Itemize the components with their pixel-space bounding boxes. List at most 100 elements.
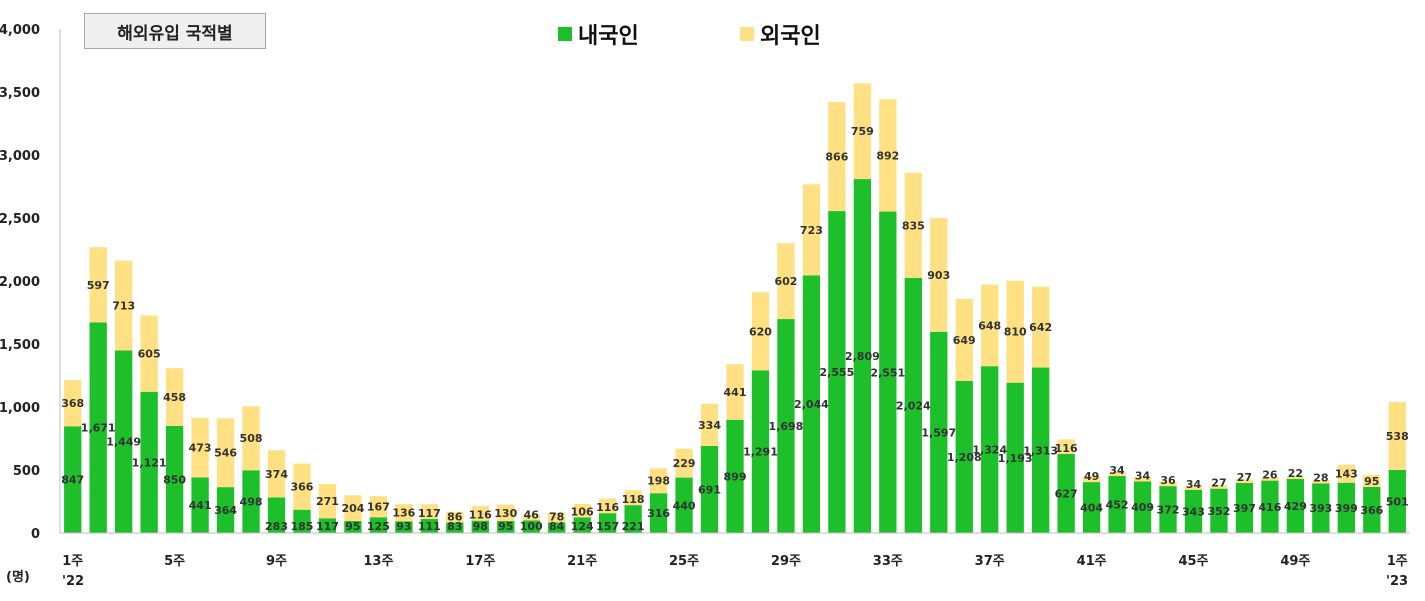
bar-domestic	[1032, 367, 1050, 533]
bar-domestic	[1312, 483, 1330, 533]
data-label-foreign: 620	[749, 325, 772, 338]
bar-domestic	[853, 179, 872, 534]
bar-domestic	[955, 380, 973, 533]
bar-domestic	[777, 319, 795, 533]
legend-swatch-domestic	[558, 27, 572, 41]
y-tick-label: 4,000	[0, 23, 40, 38]
data-label-foreign: 642	[1029, 321, 1052, 334]
bar-foreign	[395, 504, 413, 522]
bar-foreign	[115, 260, 133, 351]
data-label-domestic: 1,121	[132, 456, 167, 469]
data-label-foreign: 334	[698, 419, 721, 432]
data-label-foreign: 441	[724, 386, 747, 399]
bar-domestic	[140, 391, 158, 533]
bar-foreign	[1032, 286, 1050, 368]
data-label-domestic: 343	[1182, 505, 1205, 518]
data-label-foreign: 106	[571, 505, 594, 518]
data-label-domestic: 441	[189, 499, 212, 512]
data-label-domestic: 98	[473, 520, 488, 533]
x-tick-label: 1주	[1387, 554, 1408, 569]
bar-domestic	[981, 366, 999, 533]
bar-domestic	[471, 520, 489, 533]
data-label-domestic: 84	[549, 520, 565, 533]
data-label-domestic: 95	[498, 520, 513, 533]
bar-domestic	[395, 521, 413, 533]
bar-foreign	[904, 172, 922, 278]
data-label-domestic: 393	[1309, 502, 1332, 515]
chart-title-box: 해외유입 국적별	[84, 13, 266, 49]
bar-foreign	[726, 364, 744, 420]
data-label-foreign: 46	[524, 508, 540, 521]
bar-domestic	[1286, 478, 1305, 533]
data-label-foreign: 368	[61, 397, 84, 410]
unit-label: (명)	[6, 570, 30, 585]
x-tick-label: 13주	[363, 554, 393, 569]
data-label-domestic: 111	[418, 520, 441, 533]
bar-domestic	[497, 521, 515, 533]
data-label-domestic: 1,671	[81, 422, 116, 435]
data-label-domestic: 397	[1233, 502, 1256, 515]
data-label-foreign: 458	[163, 391, 186, 404]
data-label-foreign: 116	[596, 501, 619, 514]
data-label-domestic: 1,597	[921, 426, 956, 439]
bar-foreign	[1286, 476, 1305, 479]
data-label-domestic: 157	[596, 520, 619, 533]
bar-foreign	[293, 463, 311, 510]
data-label-domestic: 352	[1207, 505, 1230, 518]
bar-domestic	[522, 520, 540, 533]
bar-foreign	[548, 512, 566, 523]
bar-domestic	[726, 419, 744, 533]
year-end-label: '23	[1386, 574, 1409, 589]
x-tick-label: 29주	[771, 554, 801, 569]
bar-foreign	[700, 403, 719, 446]
bar-foreign	[318, 484, 337, 519]
data-label-foreign: 366	[290, 481, 313, 494]
data-label-foreign: 28	[1313, 471, 1328, 484]
data-label-domestic: 691	[698, 483, 721, 496]
data-label-domestic: 850	[163, 473, 186, 486]
data-label-domestic: 2,551	[870, 366, 905, 379]
data-label-foreign: 508	[240, 432, 263, 445]
data-label-domestic: 1,324	[972, 444, 1007, 457]
data-label-foreign: 759	[851, 125, 874, 138]
data-label-domestic: 899	[724, 470, 747, 483]
x-tick-label: 37주	[975, 554, 1005, 569]
data-label-foreign: 649	[953, 334, 976, 347]
data-label-domestic: 366	[1360, 504, 1383, 517]
bar-foreign	[879, 99, 897, 212]
y-tick-label: 2,500	[0, 212, 40, 227]
bar-domestic	[879, 211, 897, 533]
bar-foreign	[624, 490, 642, 506]
data-label-foreign: 473	[189, 442, 212, 455]
bar-domestic	[1184, 489, 1203, 533]
data-label-foreign: 34	[1186, 478, 1202, 491]
data-label-foreign: 866	[825, 151, 848, 164]
bar-foreign	[777, 243, 795, 320]
data-label-foreign: 597	[87, 279, 110, 292]
data-label-domestic: 440	[673, 499, 696, 512]
legend-label-domestic: 내국인	[578, 24, 639, 49]
data-label-foreign: 538	[1386, 430, 1409, 443]
bar-foreign	[242, 406, 260, 471]
bar-domestic	[115, 350, 133, 533]
bar-foreign	[1184, 485, 1203, 490]
data-label-foreign: 229	[673, 457, 696, 470]
bar-domestic	[216, 487, 235, 533]
y-tick-label: 1,500	[0, 338, 40, 353]
y-tick-label: 1,000	[0, 401, 40, 416]
bar-domestic	[700, 445, 719, 533]
bar-foreign	[1312, 479, 1330, 484]
data-label-foreign: 27	[1211, 477, 1226, 490]
data-label-foreign: 198	[647, 475, 670, 488]
legend-item-domestic: 내국인	[558, 18, 639, 50]
bar-domestic	[1388, 469, 1406, 533]
data-label-foreign: 143	[1335, 468, 1358, 481]
bar-domestic	[293, 509, 311, 533]
data-label-domestic: 372	[1157, 504, 1180, 517]
bar-domestic	[1337, 482, 1355, 533]
bar-foreign	[981, 284, 999, 367]
data-label-foreign: 116	[1055, 442, 1078, 455]
data-label-foreign: 118	[622, 493, 645, 506]
data-label-foreign: 78	[549, 510, 564, 523]
data-label-domestic: 316	[647, 507, 670, 520]
